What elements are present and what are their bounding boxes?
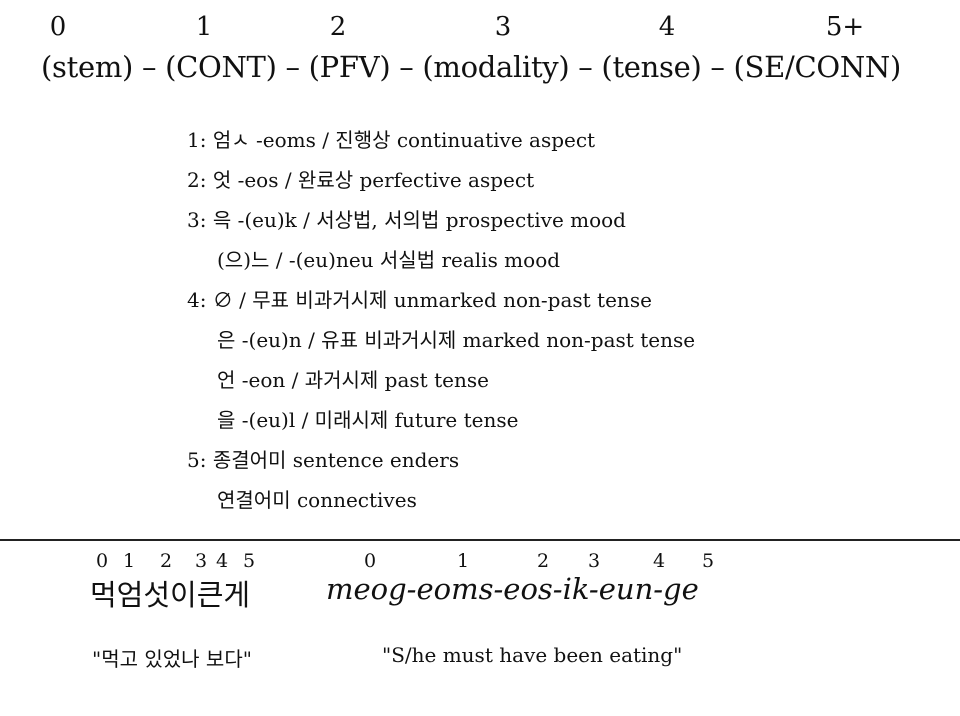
roman-digit: 1 — [456, 550, 470, 572]
slot-number-4: 4 — [658, 12, 676, 42]
list-item: 2: 엇 -eos / 완료상 perfective aspect — [187, 168, 535, 192]
korean-digit: 2 — [159, 550, 173, 572]
list-item: 3: 윽 -(eu)k / 서상법, 서의법 prospective mood — [187, 208, 626, 232]
romanized-example: meog-eoms-eos-ik-eun-ge — [326, 572, 699, 606]
roman-digit: 4 — [652, 550, 666, 572]
roman-digit: 3 — [587, 550, 601, 572]
korean-digit: 3 — [194, 550, 208, 572]
morpheme-template: (stem) – (CONT) – (PFV) – (modality) – (… — [41, 50, 901, 84]
roman-digit: 2 — [536, 550, 550, 572]
slot-number-2: 2 — [329, 12, 347, 42]
list-item: 언 -eon / 과거시제 past tense — [217, 368, 489, 392]
list-item: 4: ∅ / 무표 비과거시제 unmarked non-past tense — [187, 288, 652, 312]
roman-digit: 0 — [363, 550, 377, 572]
slot-number-5: 5+ — [825, 12, 865, 42]
list-item: 연결어미 connectives — [217, 488, 417, 512]
list-item: 을 -(eu)l / 미래시제 future tense — [217, 408, 519, 432]
english-gloss: "S/he must have been eating" — [382, 643, 683, 667]
list-item: 5: 종결어미 sentence enders — [187, 448, 460, 472]
korean-digit: 5 — [242, 550, 256, 572]
slot-number-1: 1 — [195, 12, 213, 42]
list-item: 은 -(eu)n / 유표 비과거시제 marked non-past tens… — [217, 328, 696, 352]
slot-number-0: 0 — [49, 12, 67, 42]
korean-gloss: "먹고 있었나 보다" — [92, 647, 252, 671]
korean-example-word: 먹엄섯이큰게 — [90, 578, 251, 612]
divider — [0, 539, 960, 541]
list-item: (으)느 / -(eu)neu 서실법 realis mood — [217, 248, 561, 272]
roman-digit: 5 — [701, 550, 715, 572]
korean-digit: 1 — [122, 550, 136, 572]
korean-digit: 4 — [215, 550, 229, 572]
slot-number-3: 3 — [494, 12, 512, 42]
list-item: 1: 엄ㅅ -eoms / 진행상 continuative aspect — [187, 128, 596, 152]
korean-digit: 0 — [95, 550, 109, 572]
